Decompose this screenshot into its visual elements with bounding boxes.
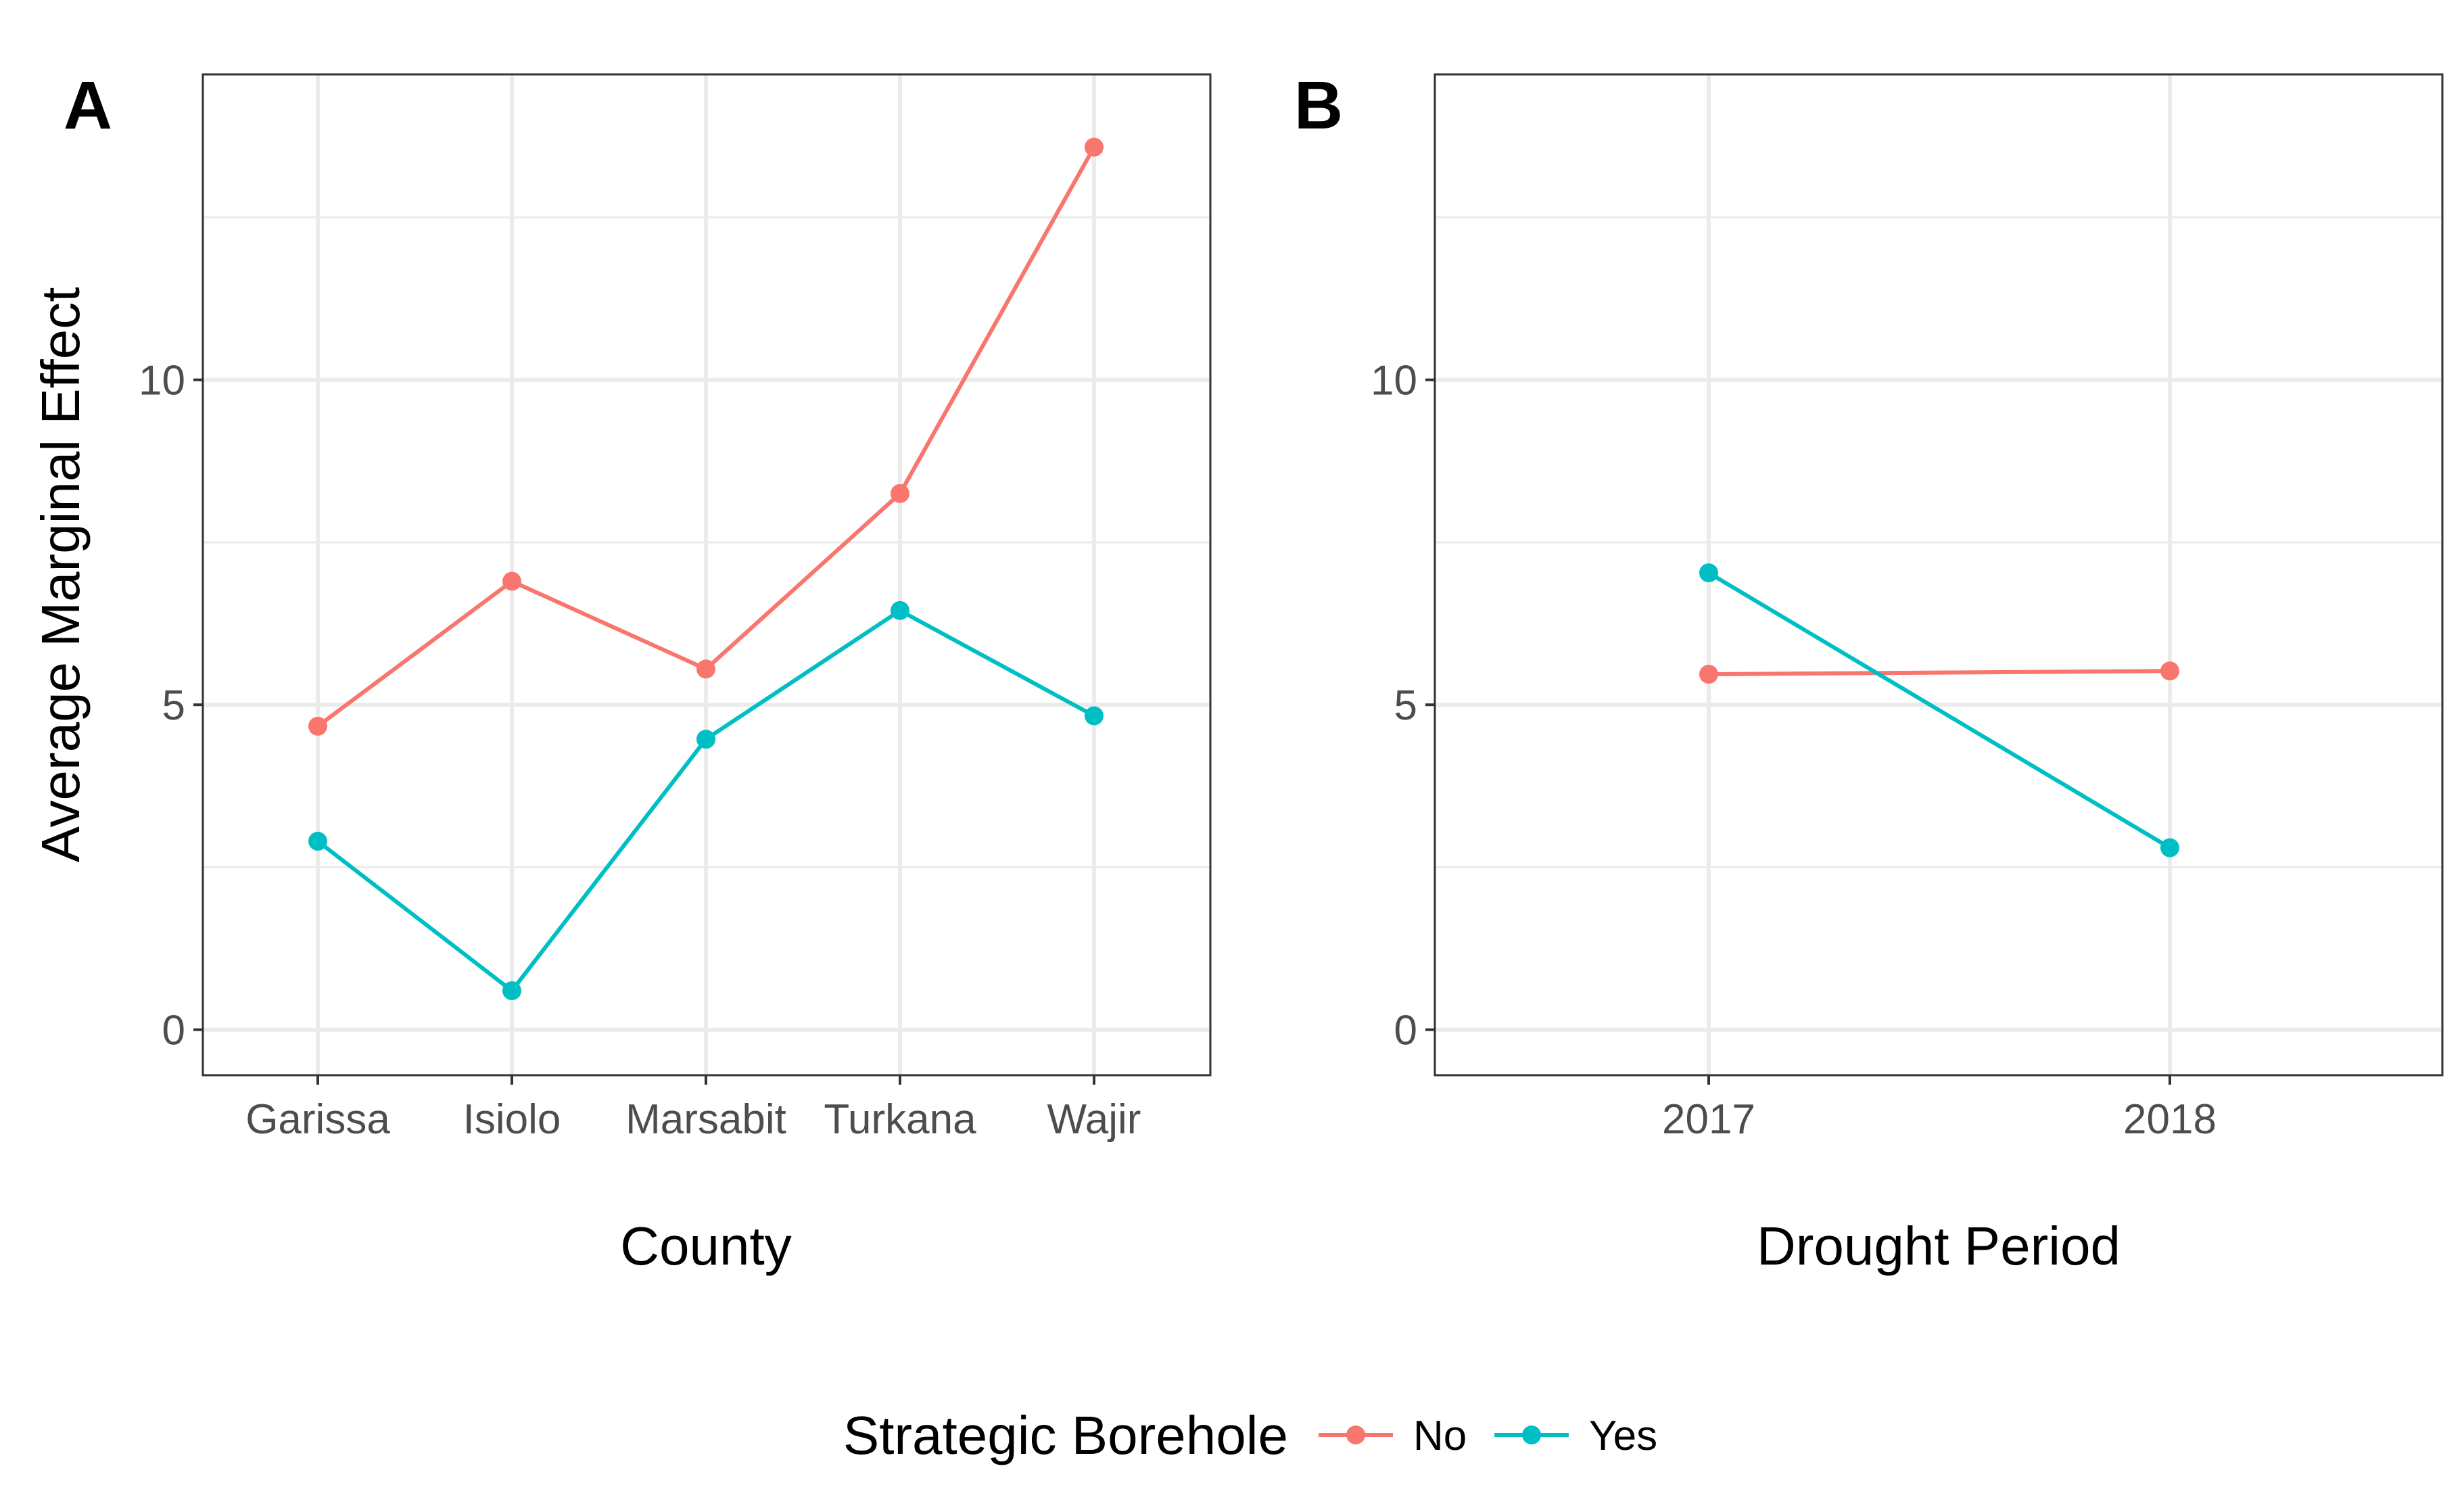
panel-a: 0 5 10 Garissa Isiolo Marsabit Turkana Wajir Cou… bbox=[30, 68, 1212, 1276]
panel-b-label: B bbox=[1294, 68, 1343, 143]
panel-a-point-no-garissa bbox=[308, 716, 327, 736]
panel-b-point-no-2017 bbox=[1699, 665, 1718, 684]
legend-label-yes: Yes bbox=[1589, 1413, 1657, 1459]
panel-a-x-tick-label-wajir: Wajir bbox=[1047, 1096, 1141, 1143]
panel-a-point-no-turkana bbox=[891, 484, 909, 503]
panel-a-point-yes-wajir bbox=[1085, 706, 1104, 726]
panel-a-point-yes-isiolo bbox=[502, 981, 521, 1001]
panel-a-point-no-wajir bbox=[1085, 137, 1104, 157]
panel-a-y-tick-label: 5 bbox=[162, 682, 185, 729]
panel-a-point-no-isiolo bbox=[502, 571, 521, 591]
panel-b-y-tick-label: 0 bbox=[1394, 1008, 1417, 1054]
panel-a-x-tick-label-marsabit: Marsabit bbox=[625, 1096, 786, 1143]
panel-b-point-no-2018 bbox=[2160, 661, 2179, 681]
panel-b-series-no-line bbox=[1708, 669, 2171, 677]
panel-a-point-yes-turkana bbox=[891, 600, 909, 620]
panel-b-point-yes-2017 bbox=[1699, 563, 1718, 583]
panel-b-x-axis-title: Drought Period bbox=[1757, 1216, 2121, 1276]
panel-b-y-tick-label: 10 bbox=[1371, 358, 1417, 404]
panel-b-x-tick-label-2018: 2018 bbox=[2123, 1096, 2217, 1143]
panel-a-point-yes-garissa bbox=[308, 832, 327, 851]
panel-b-x-tick-label-2017: 2017 bbox=[1662, 1096, 1755, 1143]
panel-a-x-tick-label-turkana: Turkana bbox=[824, 1096, 976, 1143]
panel-b-series-yes-line bbox=[1707, 571, 2171, 850]
panel-a-y-tick-label: 0 bbox=[162, 1008, 185, 1054]
legend-title: Strategic Borehole bbox=[843, 1405, 1288, 1465]
panel-a-label: A bbox=[64, 68, 112, 143]
panel-b-border bbox=[1434, 73, 2444, 1077]
legend-label-no: No bbox=[1413, 1413, 1467, 1459]
panel-b-point-yes-2018 bbox=[2160, 838, 2179, 857]
panel-b-plot-area bbox=[1435, 74, 2442, 1075]
panel-a-point-no-marsabit bbox=[696, 659, 715, 679]
panel-b-y-tick-label: 5 bbox=[1394, 682, 1417, 729]
panel-a-x-axis-title: County bbox=[620, 1216, 791, 1276]
panel-b: 0 5 10 2017 2018 Drought Period B bbox=[1294, 68, 2444, 1276]
panel-a-x-tick-label-garissa: Garissa bbox=[245, 1096, 390, 1143]
legend-key-point-yes bbox=[1522, 1425, 1541, 1444]
legend-key-point-no bbox=[1346, 1425, 1365, 1444]
panel-a-y-tick-label: 10 bbox=[139, 358, 185, 404]
panel-a-y-axis-title: Average Marginal Effect bbox=[30, 287, 91, 863]
legend: Strategic Borehole No Yes bbox=[843, 1405, 1657, 1465]
panel-a-point-yes-marsabit bbox=[696, 730, 715, 749]
panel-a-x-tick-label-isiolo: Isiolo bbox=[463, 1096, 561, 1143]
